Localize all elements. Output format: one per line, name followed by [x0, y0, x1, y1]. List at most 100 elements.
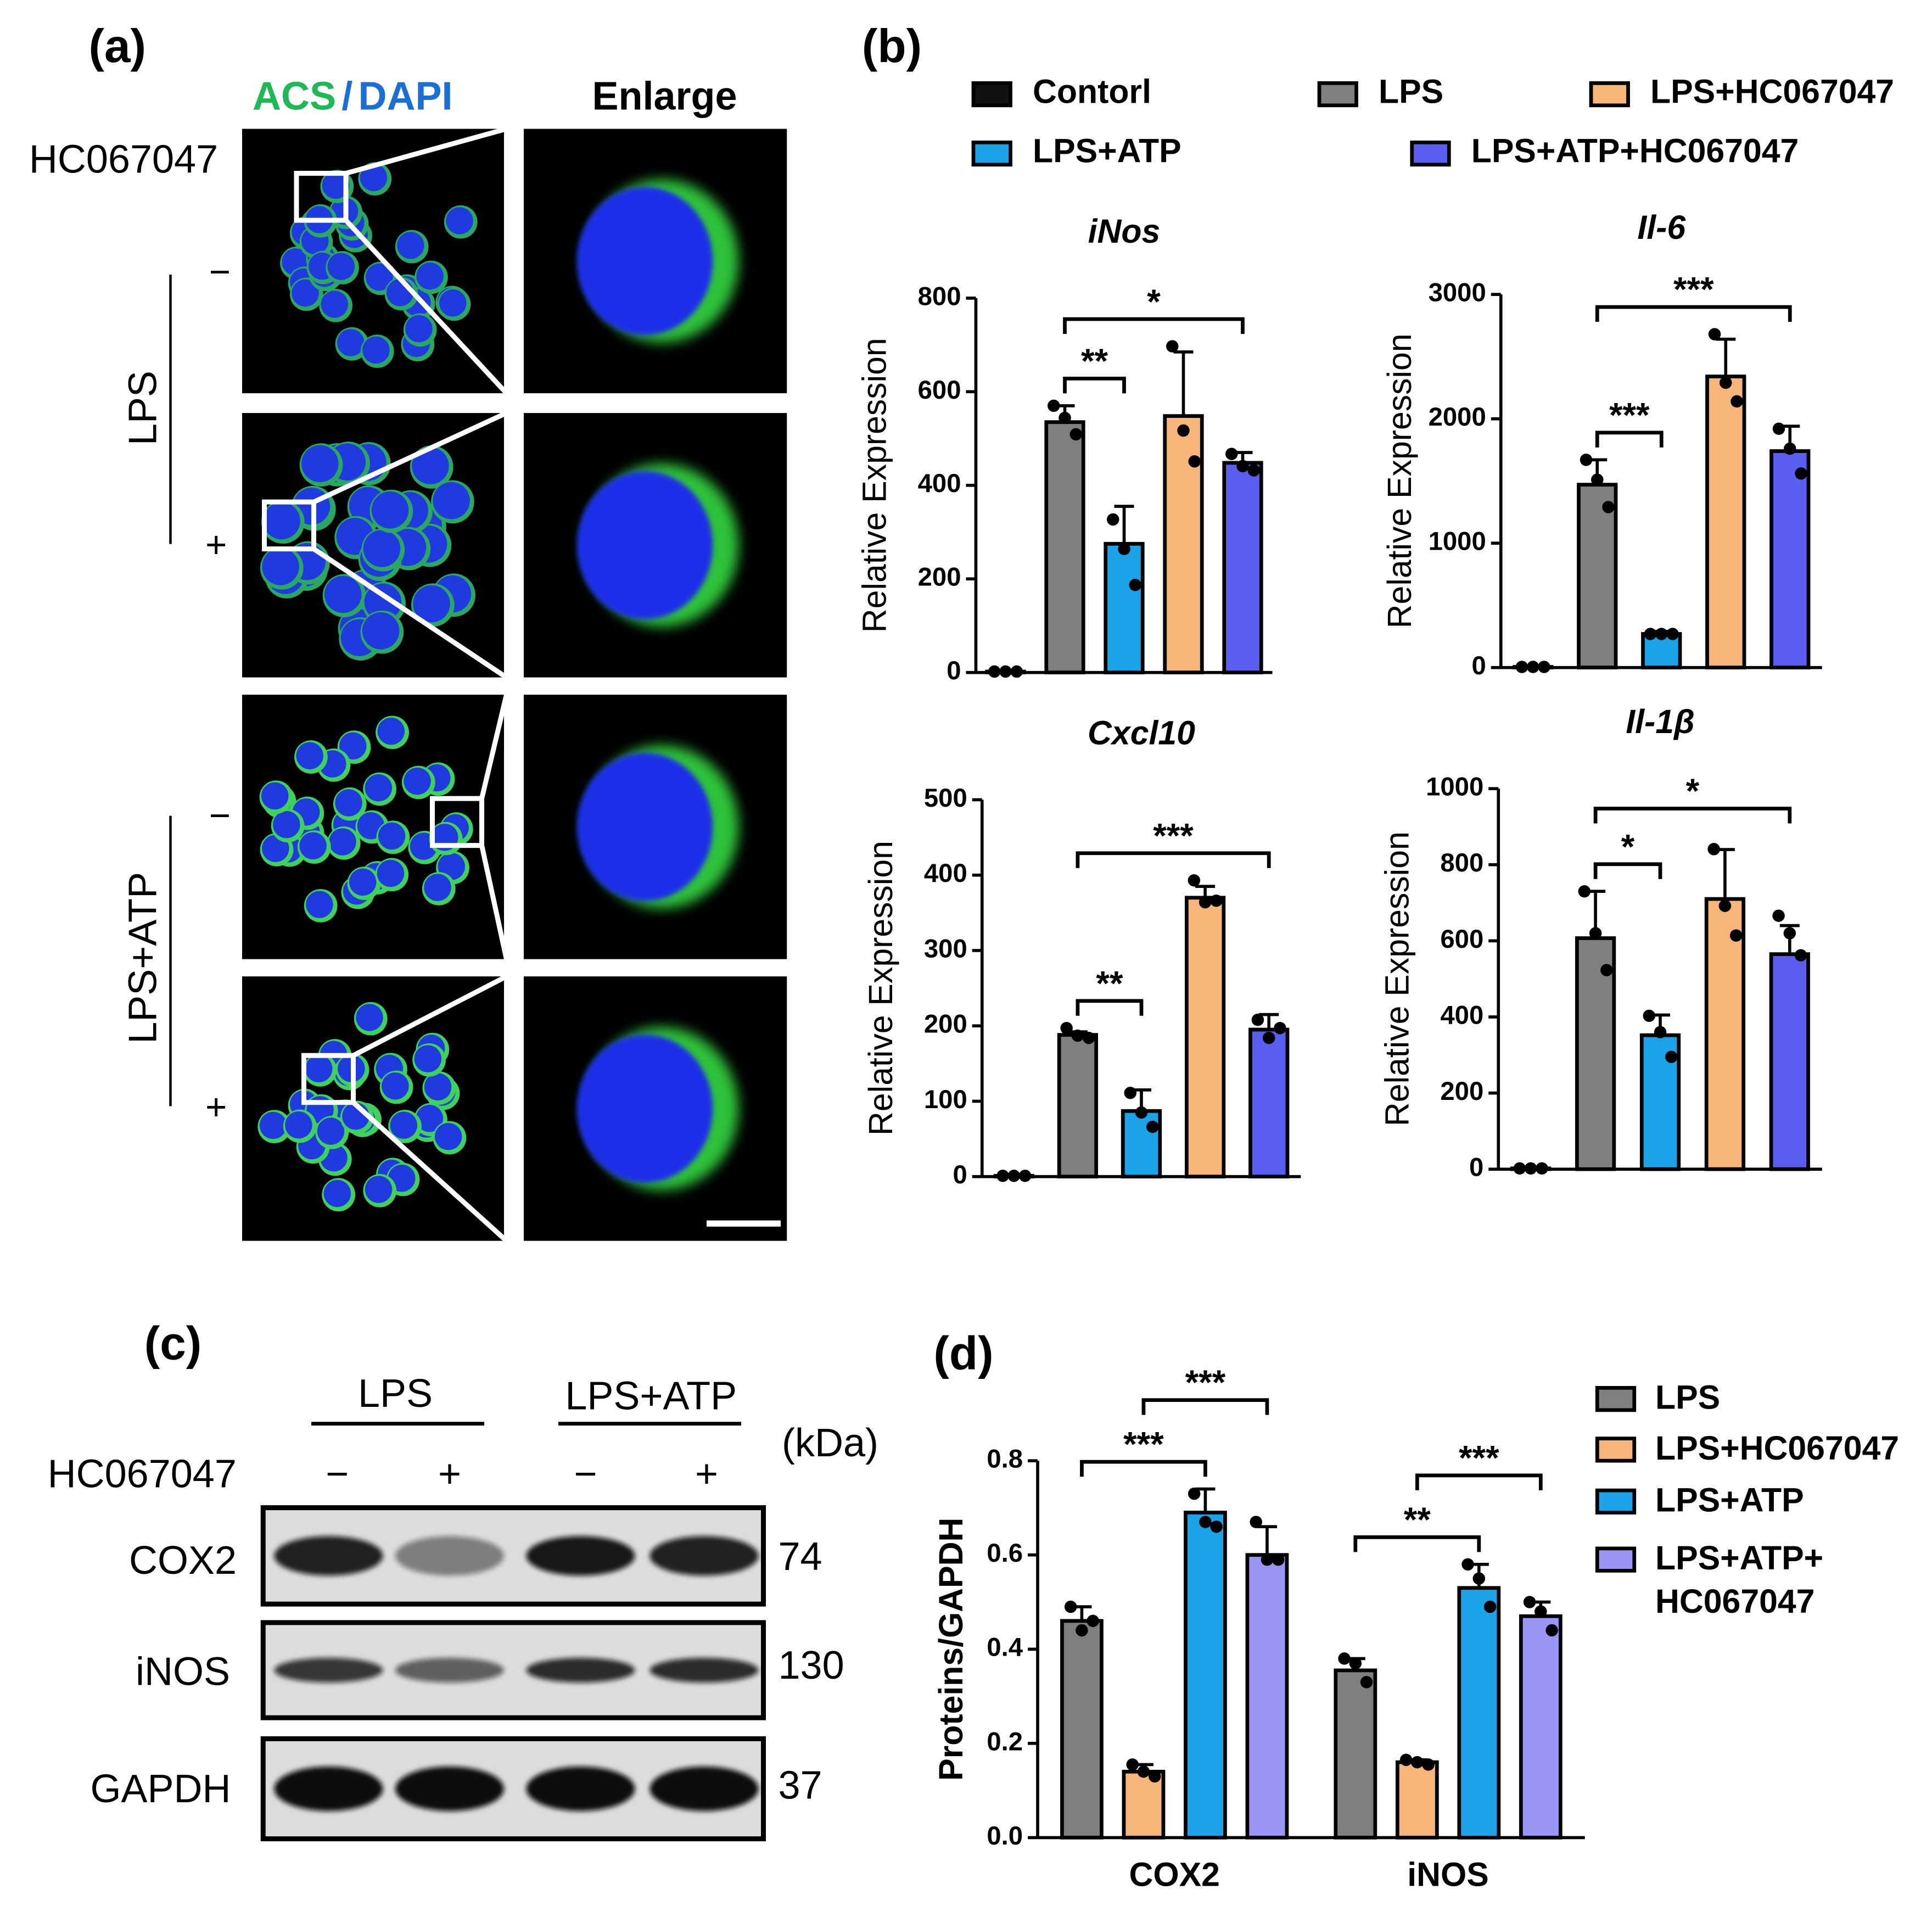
- legend-label: LPS: [1655, 1379, 1721, 1417]
- data-point: [1126, 1758, 1139, 1771]
- data-point: [1665, 1050, 1678, 1063]
- bar: [1248, 1027, 1290, 1178]
- legend-label: LPS+ATP+HC067047: [1471, 132, 1799, 170]
- data-point: [1261, 1553, 1274, 1566]
- legend-item: LPS: [1655, 1379, 1721, 1417]
- data-point: [1602, 501, 1615, 513]
- data-point: [1513, 1162, 1526, 1175]
- data-point: [1772, 909, 1785, 922]
- cell: [416, 1104, 444, 1132]
- chart-title: Il-6: [1637, 209, 1686, 246]
- legend-swatch: [971, 141, 1012, 167]
- cell: [301, 445, 339, 483]
- chart-title: Il-1β: [1626, 703, 1694, 740]
- data-point: [1644, 628, 1657, 640]
- zoom-line: [479, 845, 509, 960]
- band: [274, 1536, 383, 1576]
- zoom-line: [352, 974, 508, 1058]
- data-point: [1082, 1031, 1095, 1044]
- data-point: [1580, 454, 1593, 466]
- cell: [292, 279, 319, 307]
- bar: [1395, 1760, 1439, 1840]
- significance-label: *: [1147, 283, 1161, 321]
- data-point: [1411, 1756, 1424, 1769]
- cell: [413, 585, 450, 623]
- y-tick-label: 200: [1440, 1077, 1483, 1106]
- cell: [365, 1176, 393, 1203]
- cell: [424, 874, 451, 901]
- panel-label: (a): [89, 20, 147, 72]
- group-label: LPS: [358, 1372, 433, 1416]
- cell: [364, 583, 402, 621]
- cell: [382, 1072, 409, 1100]
- data-point: [1071, 1029, 1084, 1042]
- significance-label: **: [1404, 1501, 1431, 1539]
- significance-label: ***: [1673, 271, 1714, 309]
- data-point: [1064, 1600, 1077, 1613]
- data-point: [1107, 513, 1119, 526]
- bar: [1457, 1586, 1501, 1840]
- significance-label: *: [1686, 772, 1700, 811]
- cell: [362, 336, 390, 364]
- data-point: [1536, 1162, 1548, 1175]
- y-tick-label: 0: [1469, 1153, 1483, 1182]
- cell: [360, 164, 388, 192]
- bar: [1044, 420, 1085, 674]
- data-point: [1794, 949, 1807, 962]
- y-tick-label: 0: [1471, 651, 1486, 680]
- data-point: [1527, 661, 1539, 673]
- legend-label: LPS+ATP+ HC067047: [1655, 1540, 1824, 1620]
- bar: [1184, 896, 1226, 1178]
- data-point: [1483, 1600, 1497, 1613]
- legend-swatch: [971, 81, 1012, 108]
- cell: [329, 828, 356, 856]
- significance-bracket: [1595, 305, 1792, 322]
- band: [649, 1658, 759, 1683]
- cell: [439, 289, 467, 317]
- data-point: [1177, 424, 1190, 437]
- highlight-box: [294, 171, 349, 223]
- stain-label: ACS: [253, 75, 336, 119]
- significance-bracket: [1063, 377, 1126, 394]
- cell: [261, 782, 289, 810]
- bar: [1057, 1033, 1099, 1179]
- data-point: [1338, 1652, 1351, 1665]
- data-point: [1199, 896, 1212, 909]
- cell: [433, 482, 470, 519]
- data-point: [1135, 1106, 1148, 1119]
- group-label: LPS+ATP: [565, 1374, 737, 1418]
- data-point: [1784, 442, 1796, 455]
- cell: [262, 548, 299, 585]
- data-point: [1199, 1516, 1212, 1528]
- data-point: [1124, 1087, 1136, 1099]
- data-point: [1018, 1170, 1032, 1182]
- significance-bracket: [1080, 1460, 1207, 1477]
- data-point: [1087, 1614, 1099, 1628]
- data-point: [1666, 628, 1679, 640]
- sign: +: [438, 1452, 461, 1496]
- x-tick-label: iNOS: [1407, 1855, 1489, 1893]
- chart-title: iNos: [1088, 213, 1161, 250]
- treatment-label: HC067047: [29, 137, 218, 181]
- data-point: [1251, 1013, 1264, 1026]
- micrograph-row: [242, 411, 787, 680]
- legend-item: LPS+HC067047: [1655, 1430, 1899, 1467]
- cell: [446, 207, 473, 234]
- y-tick-label: 0.4: [987, 1633, 1023, 1662]
- cell: [317, 1117, 345, 1145]
- data-point: [1007, 1170, 1021, 1182]
- bar: [1060, 1619, 1104, 1840]
- significance-bracket: [1415, 1473, 1543, 1490]
- band: [274, 1767, 383, 1811]
- y-tick-label: 800: [1440, 848, 1483, 878]
- significance-bracket: [1076, 999, 1144, 1016]
- bar: [1184, 1511, 1227, 1840]
- cell: [296, 742, 323, 770]
- sign: −: [209, 795, 231, 836]
- significance-bracket: [1353, 1535, 1481, 1552]
- significance-bracket: [1593, 862, 1662, 879]
- cell: [324, 575, 362, 613]
- data-point: [1783, 927, 1796, 940]
- kda-label: 130: [779, 1644, 844, 1687]
